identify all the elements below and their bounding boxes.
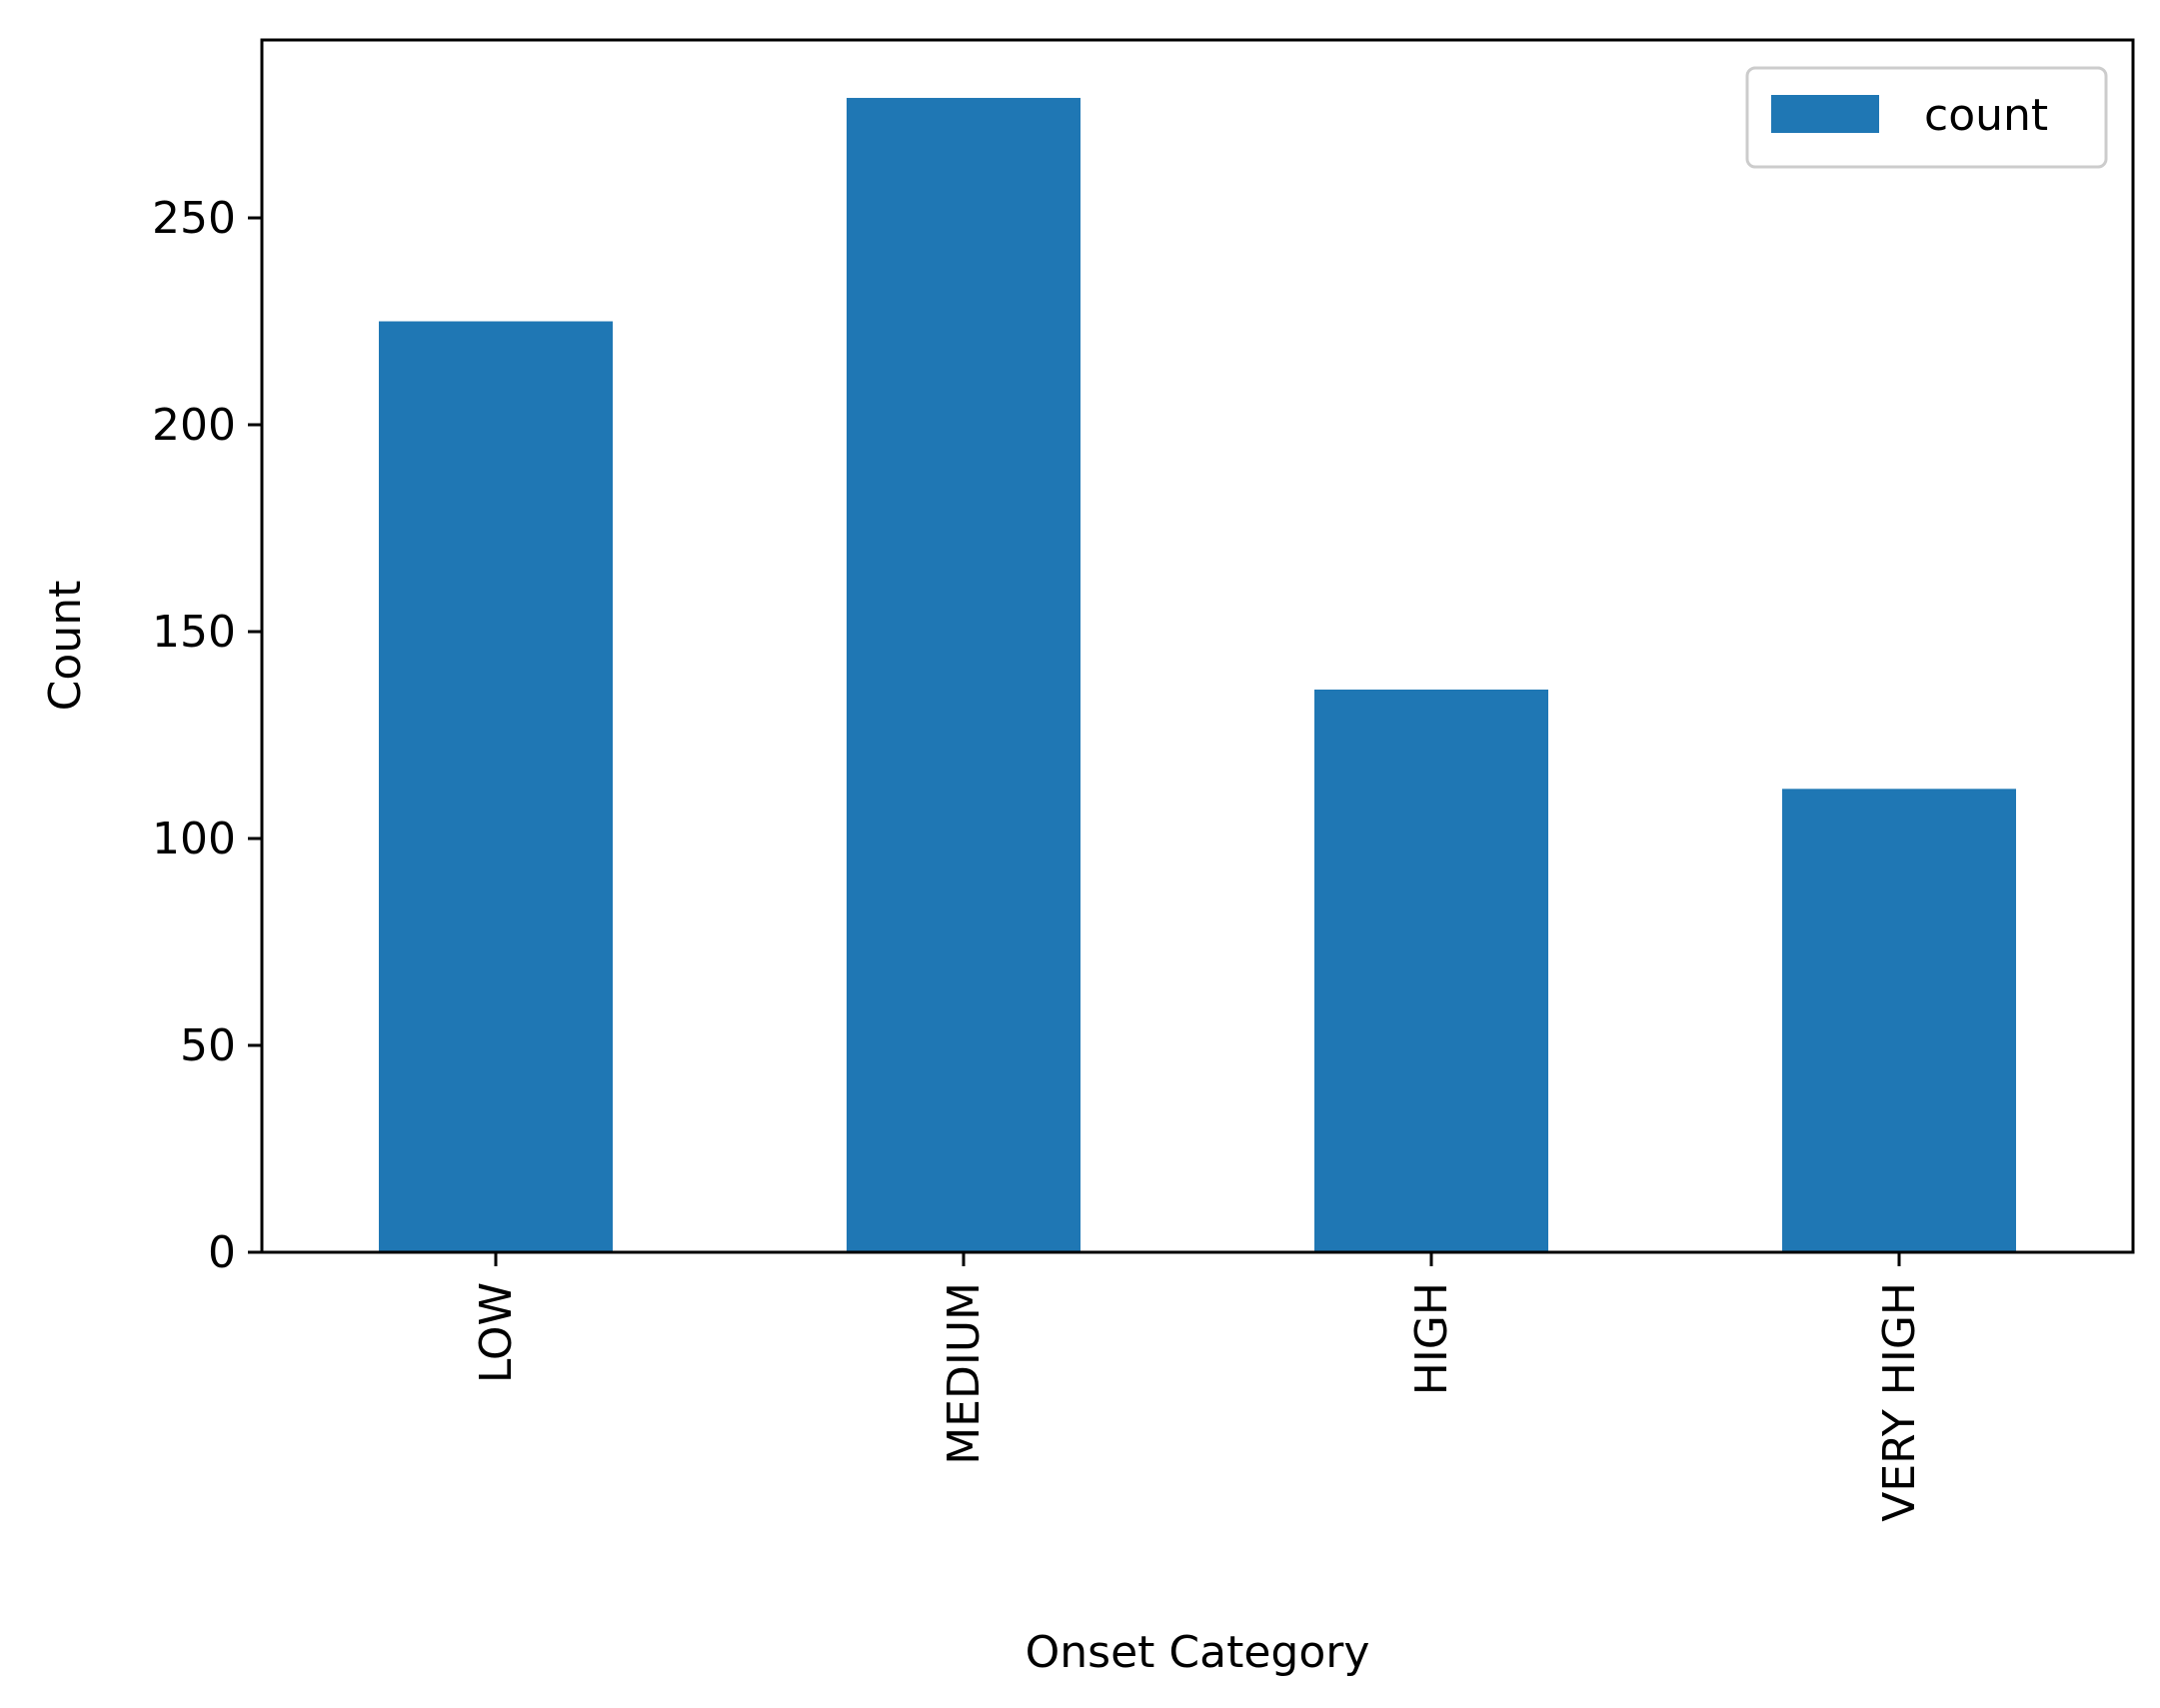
x-tick-label: MEDIUM (939, 1282, 990, 1465)
y-axis-ticks: 0 50 100 150 200 250 (152, 193, 262, 1278)
y-tick-label: 200 (152, 400, 236, 451)
legend-label-count: count (1924, 90, 2048, 141)
y-axis-label: Count (40, 581, 91, 712)
bar-high (1314, 689, 1548, 1252)
y-tick-label: 150 (152, 607, 236, 658)
legend-frame (1745, 66, 2108, 169)
bar-very-high (1782, 789, 2016, 1252)
x-tick-label: VERY HIGH (1874, 1282, 1925, 1522)
x-axis-ticks: LOW MEDIUM HIGH VERY HIGH (471, 1252, 1925, 1522)
bars-layer (379, 97, 2016, 1253)
y-tick-label: 0 (208, 1227, 236, 1278)
x-tick-label: LOW (471, 1282, 522, 1383)
legend: count (1745, 66, 2108, 169)
y-tick-label: 50 (180, 1020, 236, 1071)
x-tick-label: HIGH (1406, 1282, 1457, 1395)
y-tick-label: 100 (152, 814, 236, 864)
bar-medium (847, 97, 1080, 1253)
x-axis-label: Onset Category (1026, 1627, 1370, 1678)
bar-low (379, 321, 613, 1252)
plot-frame (260, 38, 2135, 1254)
y-tick-label: 250 (152, 193, 236, 244)
legend-swatch-count (1771, 95, 1879, 133)
